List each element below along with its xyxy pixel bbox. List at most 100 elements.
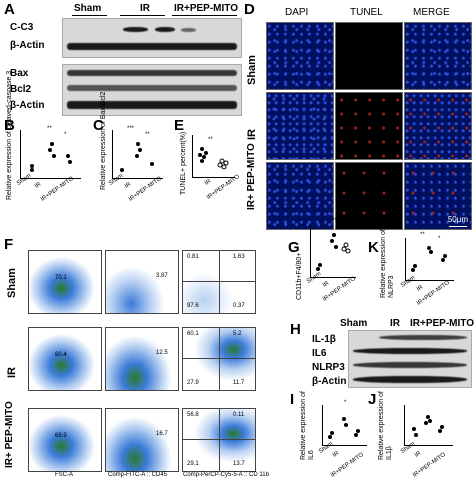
row-label-actin-a1: β-Actin (10, 40, 45, 51)
k-sig-1: ** (420, 232, 425, 238)
h-lane-irpep: IR+PEP-MITO (410, 318, 474, 329)
f-sham-plot2: 3.87 (105, 250, 179, 314)
f-sham-g1: 70.1 (55, 275, 67, 281)
k-sig-2: * (438, 236, 441, 242)
f-ir-q3: 27.9 (187, 380, 199, 386)
c-ylabel: Relative expression of Bax/Bcl2 (100, 91, 107, 190)
h-row-nlrp3: NLRP3 (312, 362, 345, 373)
lane-sham: Sham (74, 3, 102, 14)
f-sham-q2: 1.63 (233, 254, 245, 260)
d-col-merge: MERGE (413, 7, 450, 18)
i-dots (328, 417, 360, 439)
d-sham-merge (404, 22, 472, 90)
c-xtick-irpep: IR+PEP-MITO (128, 175, 163, 203)
h-lane-ir: IR (390, 318, 400, 329)
b-sig-2: * (64, 132, 67, 138)
c-axes (112, 130, 163, 179)
h-row-il1b: IL-1β (312, 334, 336, 345)
c-xtick-ir: IR (124, 181, 133, 190)
j-ylabel: Relative expression of IL1β (378, 391, 393, 460)
g-axes (310, 225, 356, 278)
d-sham-dapi (266, 22, 334, 90)
blot-a-bottom (62, 64, 242, 116)
panel-letter-e: E (174, 117, 185, 134)
d-col-tunel: TUNEL (350, 7, 383, 18)
row-label-bax: Bax (10, 68, 29, 79)
k-xtick-sham: Sham (400, 275, 417, 289)
b-axes (20, 130, 81, 179)
panel-letter-h: H (290, 321, 301, 338)
d-scalebar-label: 50μm (447, 215, 468, 224)
d-ir-dapi (266, 92, 334, 160)
c-dots (120, 142, 154, 172)
f-row-sham: Sham (6, 268, 18, 298)
k-xtick-ir: IR (416, 284, 425, 293)
panel-letter-d: D (244, 1, 255, 18)
d-row-irpep: IR+ PEP-MITO (246, 143, 257, 210)
f-xaxis-2: Comp-FITC-A :: CD45 (108, 472, 168, 478)
panel-letter-k: K (368, 239, 379, 256)
g-dots (316, 233, 351, 271)
f-ir-plot2: 12.5 (105, 327, 179, 391)
panel-letter-f: F (4, 236, 14, 253)
f-sham-q1: 0.81 (187, 254, 199, 260)
i-ylabel: Relative expression of IL6 (300, 391, 315, 460)
row-label-bcl2: Bcl2 (10, 84, 32, 95)
k-dots (411, 246, 447, 272)
e-sig-1: ** (208, 137, 213, 143)
f-irpep-q4: 13.7 (233, 461, 245, 467)
d-col-dapi: DAPI (285, 7, 309, 18)
k-axes (405, 238, 454, 281)
d-sham-tunel (335, 22, 403, 90)
j-xtick-ir: IR (414, 450, 423, 459)
f-irpep-plot1: 69.9 (28, 408, 102, 472)
d-irpep-merge: 50μm (404, 162, 472, 230)
g-xtick-irpep: IR+PEP-MITO (322, 275, 357, 303)
i-sig-1: * (344, 400, 347, 406)
f-ir-q2: 5.2 (233, 331, 242, 337)
f-sham-q4: 0.37 (233, 303, 245, 309)
panel-letter-j: J (368, 391, 377, 408)
e-ylabel: TUNEL+ percent(%) (180, 131, 187, 195)
k-xtick-irpep: IR+PEP-MITO (416, 279, 451, 307)
j-dots (412, 415, 444, 437)
d-irpep-tunel (335, 162, 403, 230)
f-sham-q3: 97.6 (187, 303, 199, 309)
c-sig-1: *** (127, 126, 135, 132)
d-scalebar (449, 226, 467, 227)
f-irpep-g1: 69.9 (55, 433, 67, 439)
f-ir-plot1: 60.4 (28, 327, 102, 391)
e-dots (198, 147, 229, 170)
f-irpep-plot2: 16.7 (105, 408, 179, 472)
b-xtick-sham: Sham (16, 173, 33, 187)
f-sham-plot3: 0.81 1.63 97.6 0.37 (182, 250, 256, 314)
d-row-ir: IR (246, 129, 258, 140)
d-ir-merge (404, 92, 472, 160)
panel-letter-a: A (4, 1, 15, 18)
b-sig-1: ** (47, 126, 52, 132)
blot-a-top (62, 18, 242, 58)
f-sham-g2: 3.87 (156, 273, 168, 279)
blot-h (348, 330, 472, 388)
b-xtick-irpep: IR+PEP-MITO (40, 175, 75, 203)
f-ir-g2: 12.5 (156, 350, 168, 356)
k-ylabel: Relative expression of NLRP3 (380, 229, 395, 298)
i-xtick-ir: IR (332, 450, 341, 459)
f-ir-q1: 60.1 (187, 331, 199, 337)
d-ir-tunel (335, 92, 403, 160)
row-label-actin-a2: β-Actin (10, 100, 45, 111)
lane-ir: IR (140, 3, 150, 14)
d-row-sham: Sham (246, 55, 258, 85)
c-sig-2: ** (145, 132, 150, 138)
f-irpep-q1: 56.8 (187, 412, 199, 418)
i-axes (322, 405, 367, 446)
f-irpep-q3: 29.1 (187, 461, 199, 467)
e-xtick-ir: IR (204, 178, 213, 187)
f-irpep-q2: 0.11 (233, 412, 245, 418)
panel-letter-i: I (290, 391, 295, 408)
panel-letter-g: G (288, 239, 300, 256)
f-xaxis-1: FSC-A (55, 472, 73, 478)
f-ir-plot3: 60.1 5.2 27.9 11.7 (182, 327, 256, 391)
b-xtick-ir: IR (34, 181, 43, 190)
h-lane-sham: Sham (340, 318, 368, 329)
